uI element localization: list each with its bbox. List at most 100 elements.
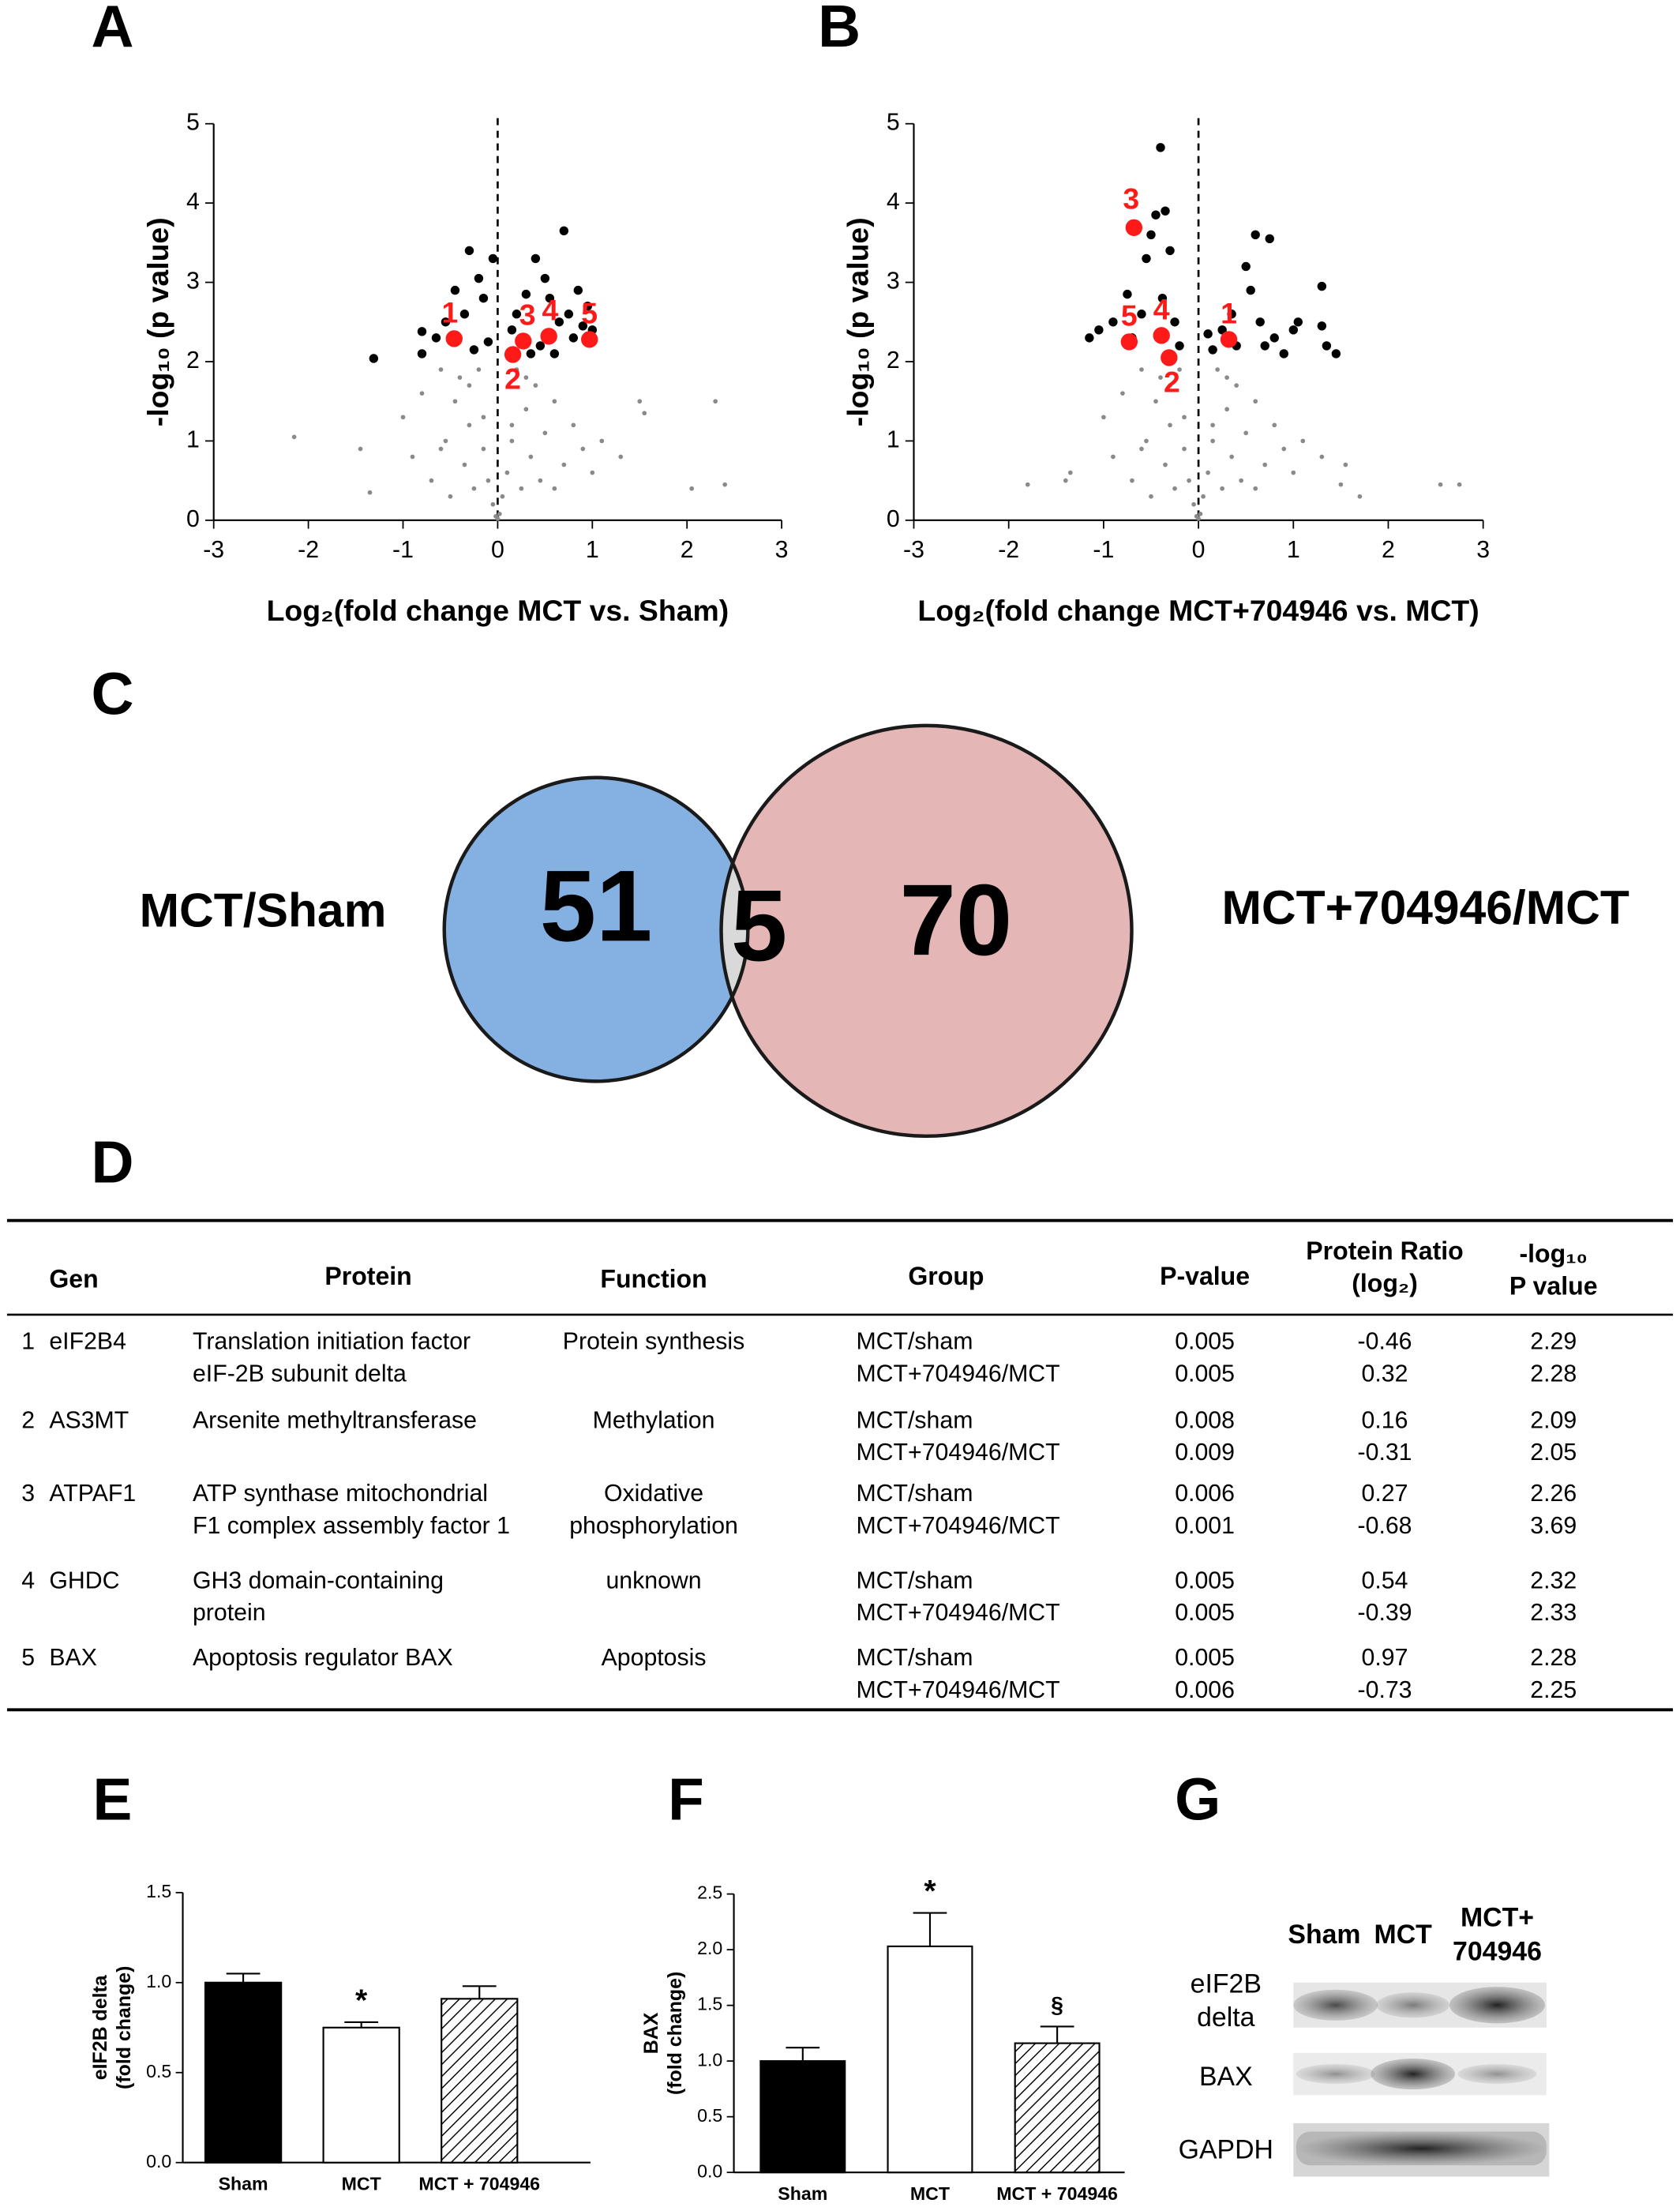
data-point — [514, 367, 519, 372]
data-point — [1151, 210, 1161, 220]
data-point — [1144, 438, 1149, 444]
data-point — [504, 470, 510, 475]
data-point — [1157, 293, 1168, 303]
table-cell: MCT+704946/MCT — [856, 1439, 1059, 1466]
significance-marker: § — [1051, 1993, 1063, 2018]
data-point — [1239, 478, 1244, 483]
x-tick-label: -2 — [998, 537, 1019, 563]
table-header: P-value — [1160, 1262, 1250, 1290]
x-tick-label: 1 — [1287, 537, 1300, 563]
y-axis-label: (fold change) — [113, 1966, 135, 2089]
data-point — [722, 482, 728, 487]
table-cell: Apoptosis — [602, 1645, 707, 1671]
panel-label: E — [93, 1766, 133, 1832]
x-tick-label: -1 — [1093, 537, 1114, 563]
table-cell: Apoptosis regulator BAX — [193, 1645, 453, 1671]
data-point — [469, 345, 479, 355]
table-cell: 0.97 — [1362, 1645, 1408, 1671]
y-axis-label: eIF2B delta — [89, 1974, 111, 2080]
table-cell: 5 — [21, 1645, 35, 1671]
data-point — [417, 349, 427, 358]
table-cell: MCT/sham — [856, 1329, 973, 1355]
data-point — [642, 411, 647, 416]
data-point — [291, 434, 297, 440]
y-tick-label: 1 — [186, 426, 200, 452]
panel-label: D — [91, 1129, 133, 1195]
point-label: 5 — [581, 296, 598, 329]
x-tick-label: Sham — [219, 2173, 268, 2194]
data-point — [1206, 470, 1210, 475]
data-point — [618, 454, 624, 460]
data-point — [1137, 310, 1146, 319]
data-point — [1198, 511, 1203, 516]
data-point — [1123, 289, 1132, 299]
data-point — [535, 341, 546, 351]
data-point — [1255, 317, 1265, 327]
data-point — [1025, 482, 1030, 487]
data-point — [1210, 438, 1215, 444]
point-label: 4 — [1153, 292, 1170, 325]
data-point — [1170, 317, 1179, 327]
y-tick-label: 4 — [186, 189, 200, 215]
panel-label: F — [668, 1766, 704, 1832]
x-tick-label: 0 — [491, 537, 504, 563]
table-cell: 2.33 — [1530, 1600, 1577, 1626]
table-cell: Translation initiation factor — [193, 1329, 471, 1355]
panel-label: B — [818, 0, 861, 59]
y-axis-label: BAX — [640, 2012, 662, 2054]
x-tick-label: 0 — [1192, 537, 1206, 563]
table-cell: 3.69 — [1530, 1513, 1577, 1539]
table-header: -log₁₀ — [1519, 1240, 1587, 1268]
data-point — [590, 470, 595, 475]
data-point — [509, 422, 515, 428]
data-point — [1215, 367, 1220, 372]
table-cell: 2.28 — [1530, 1645, 1577, 1671]
data-point — [568, 333, 579, 343]
table-cell: F1 complex assembly factor 1 — [193, 1513, 510, 1539]
data-point — [438, 446, 444, 452]
data-point — [1139, 446, 1144, 452]
y-tick-label: 1 — [887, 426, 900, 452]
data-point — [476, 367, 482, 372]
significance-marker: * — [924, 1875, 936, 1909]
table-cell: unknown — [606, 1567, 701, 1593]
table-header: Function — [600, 1265, 707, 1293]
data-point — [1175, 341, 1184, 351]
data-point — [1291, 470, 1296, 475]
data-point — [713, 399, 718, 404]
table-cell: 2.09 — [1530, 1407, 1577, 1433]
data-point — [1153, 399, 1158, 404]
data-point — [1210, 422, 1215, 428]
data-point — [417, 327, 427, 336]
x-axis-label: Log₂(fold change MCT vs. Sham) — [267, 594, 729, 627]
data-point — [462, 462, 467, 467]
data-point — [1182, 415, 1187, 420]
data-point — [1158, 375, 1163, 380]
data-point — [1125, 219, 1143, 236]
data-point — [552, 399, 557, 404]
venn-label: MCT/Sham — [140, 883, 387, 936]
venn-left-outline — [442, 775, 750, 1083]
x-axis-label: Log₂(fold change MCT+704946 vs. MCT) — [917, 594, 1479, 627]
blot-column-label: MCT+ — [1461, 1903, 1534, 1933]
table-cell: 4 — [21, 1567, 35, 1593]
table-cell: protein — [193, 1600, 266, 1626]
y-tick-label: 0.0 — [697, 2160, 722, 2181]
table-cell: MCT/sham — [856, 1407, 973, 1433]
bar — [1014, 2042, 1101, 2174]
point-label: 4 — [542, 293, 559, 326]
venn-count: 5 — [731, 869, 787, 982]
data-point — [540, 328, 557, 345]
data-point — [1293, 317, 1303, 327]
x-tick-label: MCT + 704946 — [996, 2183, 1118, 2204]
data-point — [471, 486, 477, 491]
data-point — [526, 349, 536, 358]
table-cell: 2.29 — [1530, 1329, 1577, 1355]
data-point — [467, 422, 472, 428]
data-point — [1281, 446, 1287, 452]
data-point — [1343, 462, 1348, 467]
y-tick-label: 1.0 — [146, 1971, 171, 1991]
blot-row-label: GAPDH — [1179, 2134, 1273, 2164]
data-point — [1187, 478, 1191, 483]
table-cell: MCT/sham — [856, 1481, 973, 1507]
